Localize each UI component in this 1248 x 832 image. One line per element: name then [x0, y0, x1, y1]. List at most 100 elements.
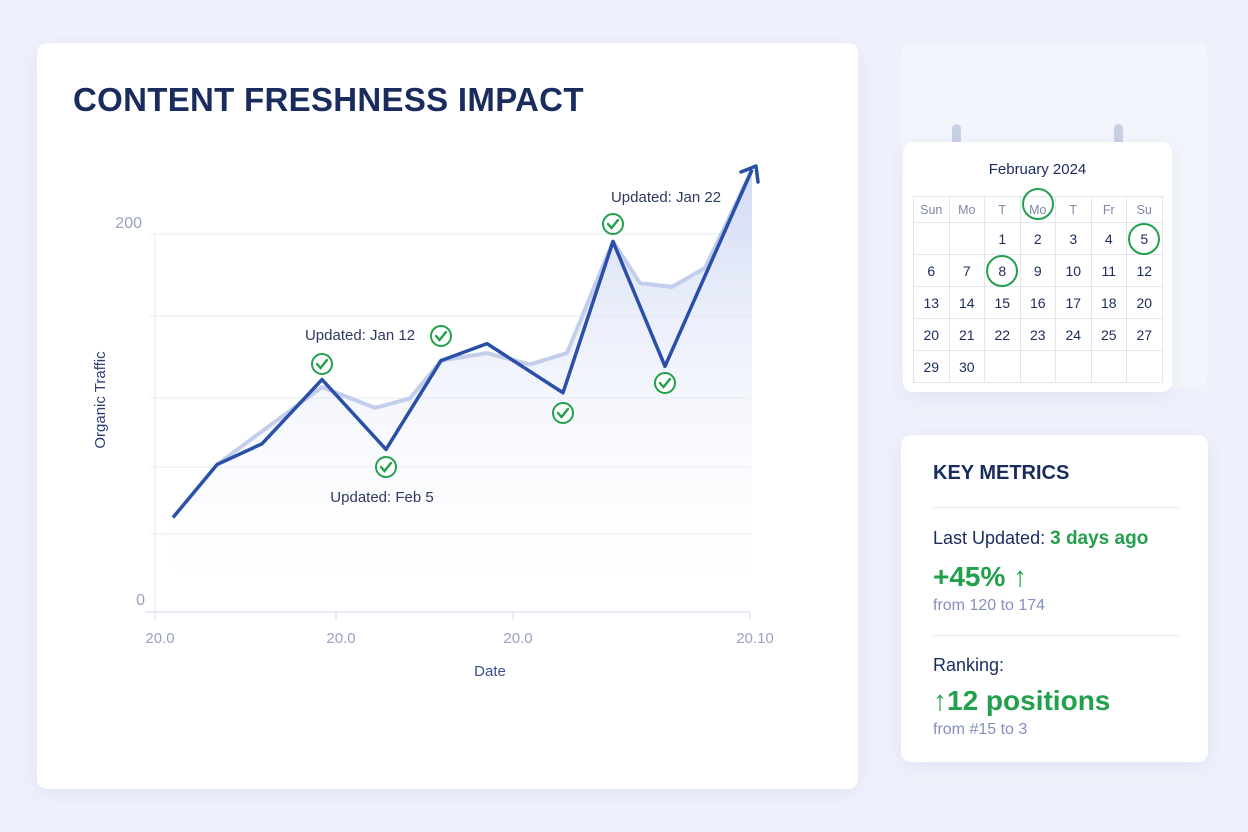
calendar-day[interactable]: 20	[913, 318, 950, 351]
traffic-change: +45% ↑	[933, 561, 1028, 592]
calendar-day-label: 15	[994, 294, 1011, 311]
check-circle-icon	[311, 353, 333, 375]
y-tick-label: 200	[115, 215, 142, 232]
calendar-day-label: 30	[958, 358, 975, 375]
calendar-day[interactable]: 16	[1019, 286, 1056, 319]
calendar-day[interactable]: 2	[1019, 222, 1056, 255]
check-circle-icon	[654, 372, 676, 394]
calendar-day[interactable]: 9	[1019, 254, 1056, 287]
highlight-circle	[1021, 187, 1054, 220]
weekday-header[interactable]: Fr	[1090, 196, 1127, 223]
area-fill	[173, 169, 752, 613]
check-circle-icon	[430, 325, 452, 347]
calendar-day-label: 6	[927, 262, 936, 279]
calendar-day	[1126, 350, 1163, 383]
calendar-day	[984, 350, 1021, 383]
calendar-day	[1055, 350, 1092, 383]
calendar-day[interactable]: 1	[984, 222, 1021, 255]
annotation-label: Updated: Jan 22	[611, 189, 721, 206]
calendar-day-label: 29	[923, 358, 940, 375]
calendar-day[interactable]: 25	[1090, 318, 1127, 351]
calendar-day[interactable]: 24	[1055, 318, 1092, 351]
check-mark-icon	[434, 330, 448, 342]
calendar-day[interactable]: 30	[948, 350, 985, 383]
weekday-header[interactable]: Su	[1126, 196, 1163, 223]
ranking-sub: from #15 to 3	[933, 721, 1028, 738]
calendar-day[interactable]: 8	[984, 254, 1021, 287]
weekday-header[interactable]: T	[984, 196, 1021, 223]
calendar-day-label: 24	[1065, 326, 1082, 343]
calendar-day	[1090, 350, 1127, 383]
x-tick-label: 20.0	[145, 630, 174, 647]
y-tick-label: 0	[136, 592, 145, 609]
calendar-day-label: 25	[1100, 326, 1117, 343]
calendar-day[interactable]: 4	[1090, 222, 1127, 255]
calendar-day[interactable]: 7	[948, 254, 985, 287]
calendar-day[interactable]: 11	[1090, 254, 1127, 287]
calendar-day-label: Fr	[1102, 202, 1115, 217]
calendar-day-label: 21	[958, 326, 975, 343]
calendar-day-label: 23	[1029, 326, 1046, 343]
calendar-ring	[952, 124, 961, 152]
calendar-day-label: Sun	[920, 202, 943, 217]
calendar-day-label: 17	[1065, 294, 1082, 311]
calendar-day[interactable]: 15	[984, 286, 1021, 319]
page-title: CONTENT FRESHNESS IMPACT	[73, 81, 584, 118]
calendar-day[interactable]: 10	[1055, 254, 1092, 287]
x-tick-label: 20.10	[736, 630, 774, 647]
last-updated-value: 3 days ago	[1050, 528, 1149, 549]
calendar-day[interactable]: 23	[1019, 318, 1056, 351]
calendar-day	[913, 222, 950, 255]
calendar-day[interactable]: 29	[913, 350, 950, 383]
calendar-day[interactable]: 20	[1126, 286, 1163, 319]
weekday-header[interactable]: Mo	[1019, 187, 1056, 223]
calendar-day	[948, 222, 985, 255]
check-mark-icon	[315, 358, 329, 370]
highlight-circle	[1128, 222, 1161, 255]
calendar-day[interactable]: 6	[913, 254, 950, 287]
x-axis-label: Date	[474, 663, 506, 680]
ranking-label: Ranking:	[933, 655, 1005, 675]
annotation-label: Updated: Jan 12	[305, 327, 415, 344]
check-circle-icon	[375, 456, 397, 478]
calendar-day[interactable]: 17	[1055, 286, 1092, 319]
traffic-sub: from 120 to 174	[933, 597, 1046, 614]
calendar-day[interactable]: 18	[1090, 286, 1127, 319]
calendar-day[interactable]: 27	[1126, 318, 1163, 351]
check-circle-icon	[602, 213, 624, 235]
x-tick-label: 20.0	[326, 630, 355, 647]
calendar-day-label: 12	[1136, 262, 1153, 279]
calendar-day[interactable]: 12	[1126, 254, 1163, 287]
weekday-header[interactable]: T	[1055, 196, 1092, 223]
weekday-header[interactable]: Sun	[913, 196, 950, 223]
calendar-day-label: 13	[923, 294, 940, 311]
calendar-day-label: 16	[1029, 294, 1046, 311]
calendar-day-label: 3	[1069, 230, 1078, 247]
calendar-ring	[1114, 124, 1123, 152]
calendar-day[interactable]: 14	[948, 286, 985, 319]
calendar-day	[1019, 350, 1056, 383]
calendar-day-label: 4	[1104, 230, 1113, 247]
weekday-header[interactable]: Mo	[948, 196, 985, 223]
calendar-day-label: Mo	[958, 202, 976, 217]
highlight-circle	[986, 254, 1019, 287]
calendar: February 2024 Sun Mo T Mo T Fr Su 1 2 3 4 5 6 7 8 9 10 11…	[903, 142, 1172, 392]
calendar-day[interactable]: 22	[984, 318, 1021, 351]
calendar-day[interactable]: 21	[948, 318, 985, 351]
check-mark-icon	[658, 377, 672, 389]
calendar-day[interactable]: 3	[1055, 222, 1092, 255]
calendar-day-label: 14	[958, 294, 975, 311]
calendar-day-label: 18	[1100, 294, 1117, 311]
last-updated-label: Last Updated:	[933, 528, 1046, 548]
calendar-day-label: T	[1069, 202, 1078, 217]
calendar-day[interactable]: 5	[1126, 222, 1163, 255]
trend-arrow-icon	[739, 164, 760, 184]
divider	[933, 507, 1179, 508]
check-mark-icon	[556, 407, 570, 419]
calendar-day[interactable]: 13	[913, 286, 950, 319]
check-mark-icon	[379, 461, 393, 473]
calendar-day-label: T	[998, 202, 1007, 217]
calendar-day-label: 20	[1136, 294, 1153, 311]
calendar-grid: Sun Mo T Mo T Fr Su 1 2 3 4 5 6 7 8 9 10 11 12 13 14 15 16 17 18…	[913, 187, 1163, 383]
